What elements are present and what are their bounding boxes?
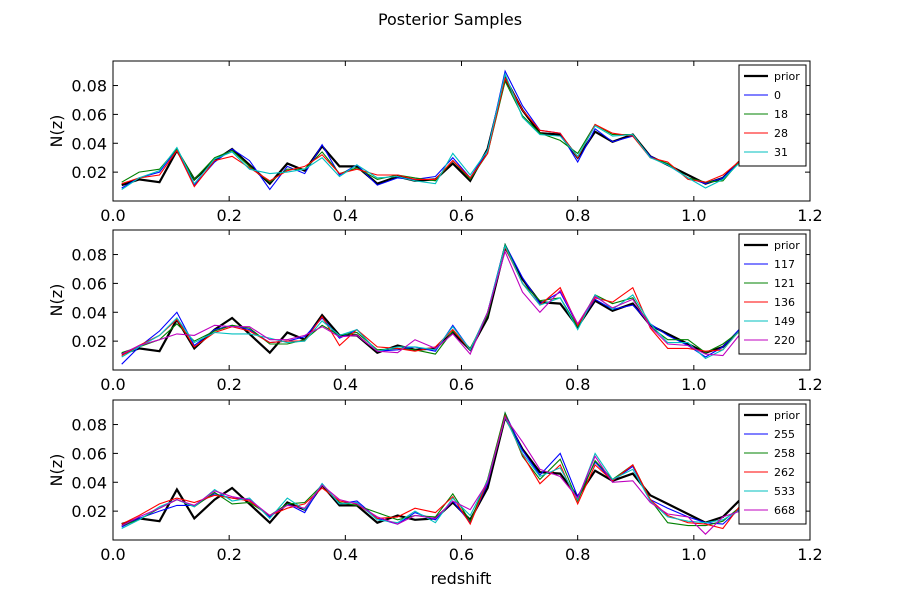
legend-box (738, 64, 807, 167)
y-axis-label: N(z) (47, 284, 66, 317)
x-tick-label: 0.8 (565, 375, 590, 394)
x-tick-label: 0.6 (449, 545, 474, 564)
x-tick-label: 1.2 (797, 545, 822, 564)
legend: prior 255 258 262 533 668 (738, 403, 807, 525)
chart-title: Posterior Samples (378, 10, 522, 29)
legend-label-28: 28 (774, 127, 788, 140)
plot-frame (112, 399, 811, 541)
x-tick-label: 0.4 (333, 545, 358, 564)
legend-label-533: 533 (774, 485, 795, 498)
panel-1: 0.0 0.2 0.4 0.6 0.8 1.0 1.2 0.02 0.04 0.06 0.08 N(z… (47, 60, 823, 225)
legend-label-prior: prior (774, 409, 800, 422)
y-tick-label: 0.08 (71, 416, 107, 435)
y-tick-label: 0.02 (71, 163, 107, 182)
legend-box (738, 403, 807, 525)
x-tick-label: 1.2 (797, 206, 822, 225)
legend-label-prior: prior (774, 70, 800, 83)
legend-box (738, 233, 807, 355)
x-tick-label: 1.0 (681, 206, 706, 225)
series-line-668 (121, 416, 759, 535)
legend-label-0: 0 (774, 89, 781, 102)
x-tick-label: 1.0 (681, 375, 706, 394)
series-line-28 (121, 76, 759, 188)
x-tick-label: 0.0 (100, 206, 125, 225)
panel-2: 0.0 0.2 0.4 0.6 0.8 1.0 1.2 0.02 0.04 0.06 0.08 N(z… (47, 229, 823, 394)
legend-label-255: 255 (774, 428, 795, 441)
legend: prior 0 18 28 31 (738, 64, 807, 167)
x-tick-label: 0.4 (333, 375, 358, 394)
y-tick-label: 0.02 (71, 332, 107, 351)
legend-label-117: 117 (774, 258, 795, 271)
y-tick-label: 0.04 (71, 134, 107, 153)
series-line-149 (121, 244, 759, 360)
x-tick-label: 0.2 (216, 375, 241, 394)
x-tick-label: 0.2 (216, 206, 241, 225)
x-tick-label: 1.2 (797, 375, 822, 394)
x-axis-label: redshift (431, 569, 492, 588)
y-axis-label: N(z) (47, 454, 66, 487)
series-group (121, 411, 759, 535)
legend-label-31: 31 (774, 146, 788, 159)
series-group (121, 69, 759, 191)
legend-label-121: 121 (774, 277, 795, 290)
y-tick-label: 0.04 (71, 303, 107, 322)
series-line-0 (121, 69, 759, 191)
legend-label-prior: prior (774, 239, 800, 252)
y-tick-label: 0.06 (71, 444, 107, 463)
series-line-262 (121, 414, 759, 530)
legend-label-136: 136 (774, 296, 795, 309)
y-tick-label: 0.04 (71, 473, 107, 492)
x-tick-label: 0.0 (100, 375, 125, 394)
y-axis-label: N(z) (47, 115, 66, 148)
x-tick-label: 0.2 (216, 545, 241, 564)
y-tick-label: 0.02 (71, 502, 107, 521)
series-line-220 (121, 249, 759, 357)
x-tick-label: 0.4 (333, 206, 358, 225)
legend-label-18: 18 (774, 108, 788, 121)
series-line-prior (121, 75, 759, 187)
legend: prior 117 121 136 149 220 (738, 233, 807, 355)
series-line-117 (121, 242, 759, 365)
plot-frame (112, 229, 811, 371)
x-tick-label: 0.6 (449, 375, 474, 394)
legend-label-262: 262 (774, 466, 795, 479)
x-tick-label: 1.0 (681, 545, 706, 564)
y-tick-label: 0.06 (71, 274, 107, 293)
x-tick-label: 0.6 (449, 206, 474, 225)
series-group (121, 242, 759, 365)
y-tick-label: 0.08 (71, 77, 107, 96)
x-tick-label: 0.0 (100, 545, 125, 564)
panel-3: 0.0 0.2 0.4 0.6 0.8 1.0 1.2 0.02 0.04 0.06 0.08 N(z… (47, 399, 823, 564)
y-tick-label: 0.08 (71, 246, 107, 265)
y-tick-label: 0.06 (71, 105, 107, 124)
legend-label-220: 220 (774, 334, 795, 347)
legend-label-258: 258 (774, 447, 795, 460)
legend-label-668: 668 (774, 504, 795, 517)
series-line-121 (121, 242, 759, 355)
plot-frame (112, 60, 811, 202)
x-tick-label: 0.8 (565, 206, 590, 225)
legend-label-149: 149 (774, 315, 795, 328)
series-line-18 (121, 79, 759, 183)
x-tick-label: 0.8 (565, 545, 590, 564)
series-line-31 (121, 72, 759, 190)
